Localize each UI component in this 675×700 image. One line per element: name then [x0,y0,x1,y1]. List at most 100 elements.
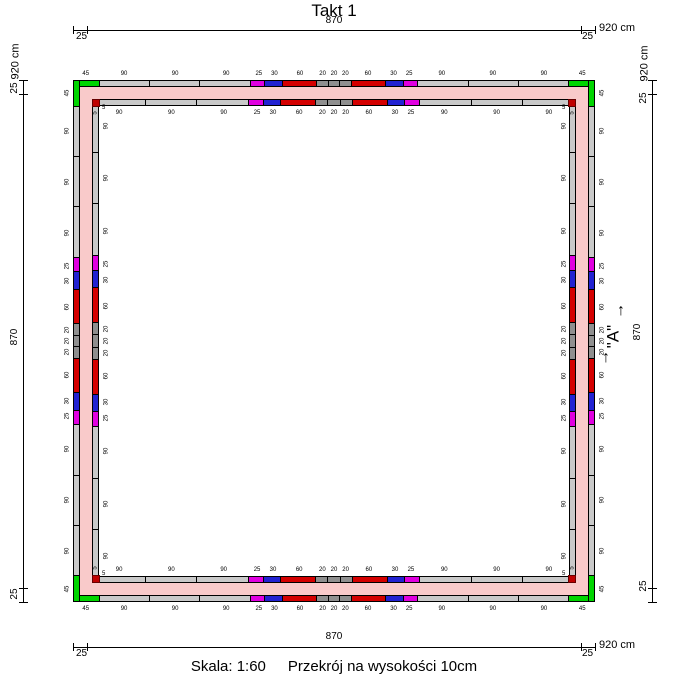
formwork-panel-w25 [248,100,264,105]
formwork-panel-w20 [93,323,98,336]
panel-length-label: 60 [561,372,567,380]
panel-length-label: 20 [319,109,326,116]
panel-length-label: 30 [269,566,277,573]
panel-labels-bottom-inner: 90 90 90 25 30 60 20 20 20 60 30 25 90 90 90 [93,565,575,574]
panel-length-label: 90 [168,109,175,116]
formwork-panel-std [570,478,575,531]
panel-length-label: 20 [319,605,326,612]
formwork-panel-std [570,427,575,479]
formwork-panel-std [570,101,575,153]
formwork-panel-w20 [340,81,353,86]
formwork-panel-w30 [589,272,594,290]
formwork-panel-w25 [74,257,79,273]
panel-length-label: 25 [405,70,413,77]
panel-length-label: 90 [561,175,567,182]
formwork-panel-w30 [93,270,98,289]
drawing-title: Takt 1 [311,1,357,20]
panel-length-label: 90 [115,109,123,116]
formwork-panel-corner [74,81,100,86]
scale-label: Skala: 1:60 [190,658,266,675]
top-right-end-dim: 25 [582,31,594,42]
formwork-panel-w60 [93,359,98,395]
formwork-panel-w60 [589,359,594,394]
panel-length-label: 20 [319,566,326,573]
formwork-panel-std [93,478,98,531]
panel-length-label: 45 [64,585,70,593]
dimension-tick [87,643,88,651]
formwork-strip-left-outer [73,80,80,602]
formwork-panel-std [145,577,198,582]
panel-length-label: 30 [271,605,278,612]
panel-length-label: 25 [103,260,109,268]
formwork-strip-bottom-inner [93,576,575,583]
formwork-panel-w60 [282,596,317,601]
panel-length-label: 20 [330,109,338,116]
formwork-panel-w25 [93,255,98,271]
inner-corner-piece [92,99,100,107]
formwork-panel-std [93,152,98,205]
panel-length-label: 90 [440,109,448,116]
bottom-right-end-dim: 25 [582,648,594,659]
right-top-end-dim: 25 [638,92,649,104]
formwork-strip-top-outer [73,80,595,87]
panel-length-label: 30 [64,278,70,285]
section-height-label: Przekrój na wysokości 10cm [287,658,478,675]
panel-length-label: 20 [64,326,70,333]
bottom-dimension-line [73,647,595,648]
dimension-tick [87,26,88,34]
formwork-panel-std [418,81,469,86]
panel-length-label: 45 [599,585,605,593]
formwork-panel-w20 [328,81,341,86]
formwork-panel-std [74,526,79,577]
panel-length-label: 45 [82,605,90,612]
formwork-panel-std [519,81,570,86]
panel-length-label: 30 [271,70,278,77]
formwork-panel-w30 [265,81,283,86]
formwork-panel-corner [589,81,594,107]
formwork-panel-w25 [403,596,419,601]
formwork-panel-w30 [387,100,406,105]
dimension-tick [581,26,582,34]
formwork-panel-std [589,207,594,258]
panel-labels-top-inner: 90 90 90 25 30 60 20 20 20 60 30 25 90 90 90 [93,108,575,117]
formwork-panel-std [99,596,150,601]
formwork-panel-std [570,530,575,582]
panel-length-label: 90 [438,605,446,612]
panel-length-label: 20 [330,605,338,612]
dimension-tick [19,602,28,603]
concrete-wall-ring [73,80,595,602]
formwork-panel-w30 [74,272,79,290]
panel-length-label: 20 [103,337,109,345]
formwork-panel-std [149,596,201,601]
panel-length-label: 25 [253,566,261,573]
panel-length-label: 60 [296,605,304,612]
panel-length-label: 90 [545,109,553,116]
left-span-dim: 870 [9,328,20,346]
formwork-panel-w25 [405,577,421,582]
dimension-tick [648,602,657,603]
formwork-panel-w30 [93,394,98,413]
formwork-panel-std [570,204,575,256]
formwork-panel-w30 [263,577,282,582]
formwork-panel-std [519,596,570,601]
panel-length-label: 25 [64,412,70,420]
corner-size-label: 5 [102,105,106,111]
section-arrow-icon: ↑ [602,349,610,366]
formwork-panel-w25 [589,257,594,273]
panel-length-label: 90 [103,500,109,507]
right-bottom-end-dim: 25 [638,580,649,592]
panel-length-label: 90 [493,566,500,573]
formwork-panel-w20 [316,81,329,86]
formwork-panel-std [74,156,79,208]
dimension-tick [648,94,657,95]
formwork-panel-std [589,106,594,157]
panel-length-label: 20 [342,109,349,116]
formwork-panel-std [468,81,520,86]
panel-length-label: 20 [561,326,567,333]
panel-length-label: 20 [599,348,605,356]
formwork-panel-std [197,577,249,582]
panel-length-label: 90 [561,447,567,455]
formwork-strip-left-inner [92,100,99,582]
panel-length-label: 90 [493,109,500,116]
